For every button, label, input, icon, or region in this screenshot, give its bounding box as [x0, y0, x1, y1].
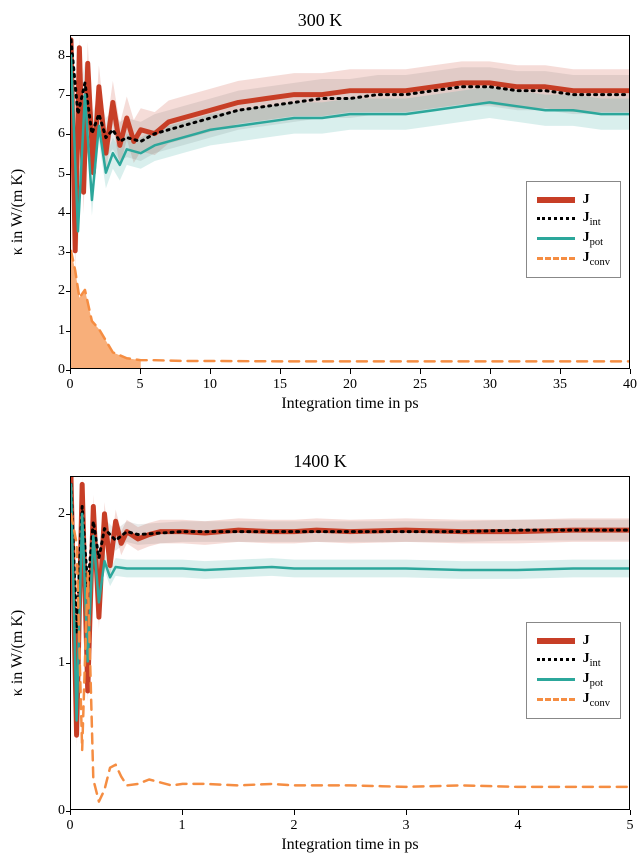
y-tick: 2 [58, 506, 65, 522]
legend-swatch [537, 634, 575, 648]
bottom-chart: 1400 K κ in W/(m K) J Jint Jpot Jconv 0 … [10, 451, 630, 854]
legend-swatch [537, 251, 575, 265]
y-tick: 2 [58, 283, 65, 299]
legend-label: Jpot [583, 230, 603, 248]
legend-label: Jint [583, 651, 601, 669]
legend-label: J [583, 633, 590, 649]
bottom-x-label: Integration time in ps [70, 836, 630, 854]
legend-swatch [537, 673, 575, 687]
legend-label: Jpot [583, 671, 603, 689]
x-tick: 10 [203, 377, 217, 393]
x-tick: 25 [413, 377, 427, 393]
legend-item: Jconv [537, 691, 610, 709]
x-tick: 5 [137, 377, 144, 393]
legend-label: J [583, 192, 590, 208]
top-y-ticks: 0 1 2 3 4 5 6 7 8 [11, 36, 71, 368]
legend-swatch [537, 692, 575, 706]
y-tick: 0 [58, 362, 65, 378]
x-tick: 5 [627, 818, 634, 834]
x-tick: 15 [273, 377, 287, 393]
y-tick: 1 [58, 323, 65, 339]
y-tick: 5 [58, 166, 65, 182]
legend-swatch [537, 212, 575, 226]
x-tick: 35 [553, 377, 567, 393]
top-plot-area: J Jint Jpot Jconv 0 1 2 3 4 5 6 7 8 [70, 35, 630, 369]
x-tick: 2 [291, 818, 298, 834]
y-tick: 6 [58, 126, 65, 142]
x-tick: 0 [67, 818, 74, 834]
legend-swatch [537, 193, 575, 207]
x-tick: 1 [179, 818, 186, 834]
legend-label: Jint [583, 210, 601, 228]
x-tick: 30 [483, 377, 497, 393]
y-tick: 7 [58, 87, 65, 103]
y-tick: 3 [58, 244, 65, 260]
x-tick: 40 [623, 377, 637, 393]
top-x-label: Integration time in ps [70, 395, 630, 413]
top-chart: 300 K κ in W/(m K) J Jint Jpot Jconv 0 1… [10, 10, 630, 413]
legend-item: Jint [537, 210, 610, 228]
top-legend: J Jint Jpot Jconv [526, 181, 621, 278]
legend-swatch [537, 232, 575, 246]
legend-swatch [537, 653, 575, 667]
y-tick: 4 [58, 205, 65, 221]
y-tick: 8 [58, 48, 65, 64]
legend-item: Jpot [537, 671, 610, 689]
legend-item: J [537, 633, 610, 649]
legend-item: Jpot [537, 230, 610, 248]
bottom-chart-title: 1400 K [10, 451, 630, 472]
bottom-y-ticks: 0 1 2 [11, 477, 71, 809]
top-chart-title: 300 K [10, 10, 630, 31]
legend-item: Jconv [537, 250, 610, 268]
legend-label: Jconv [583, 691, 610, 709]
y-tick: 1 [58, 655, 65, 671]
x-tick: 4 [515, 818, 522, 834]
y-tick: 0 [58, 803, 65, 819]
legend-item: J [537, 192, 610, 208]
x-tick: 20 [343, 377, 357, 393]
legend-label: Jconv [583, 250, 610, 268]
x-tick: 0 [67, 377, 74, 393]
legend-item: Jint [537, 651, 610, 669]
x-tick: 3 [403, 818, 410, 834]
bottom-plot-area: J Jint Jpot Jconv 0 1 2 [70, 476, 630, 810]
bottom-legend: J Jint Jpot Jconv [526, 622, 621, 719]
